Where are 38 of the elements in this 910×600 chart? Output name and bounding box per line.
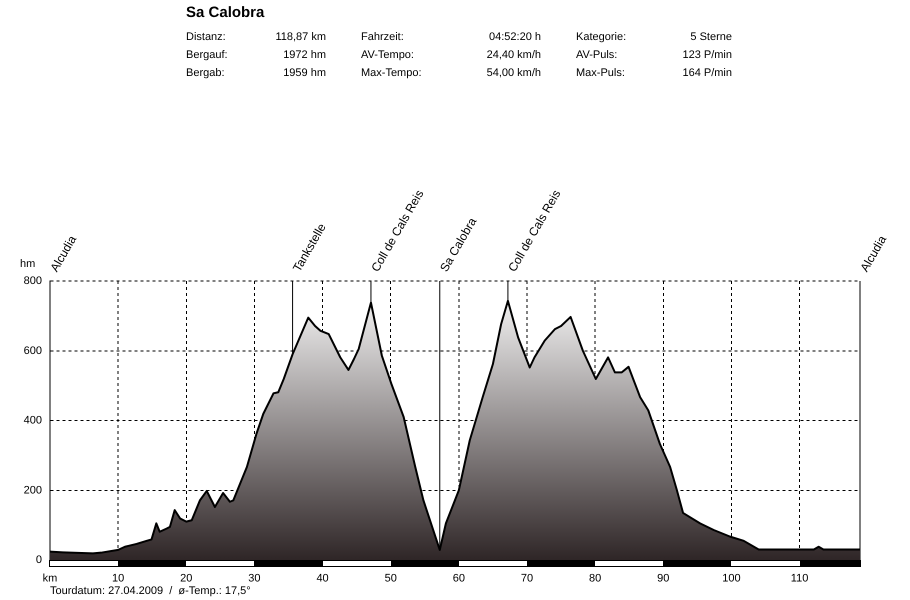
text: AV-Puls: — [576, 48, 618, 62]
text: Kategorie: — [576, 30, 628, 44]
text: Fahrzeit: — [361, 30, 405, 44]
text: 1959 hm — [282, 66, 326, 80]
text: AV-Tempo: — [361, 48, 415, 62]
x-tick-label: 100 — [722, 572, 741, 585]
text: Max-Tempo: — [361, 66, 423, 80]
x-tick-label: km — [42, 572, 58, 585]
x-tick-label: 40 — [316, 572, 329, 585]
text: Bergab: — [186, 66, 226, 80]
y-tick-label: 200 — [24, 484, 42, 496]
text: Distanz: — [186, 30, 227, 44]
x-tick-label: 30 — [248, 572, 261, 585]
text: 54,00 km/h — [486, 66, 541, 80]
y-tick-label: 600 — [24, 344, 42, 357]
y-tick-label: 800 — [24, 275, 42, 288]
x-tick-label: 90 — [657, 572, 670, 585]
text: Bergauf: — [186, 48, 229, 62]
chart-title: Sa Calobra — [186, 4, 264, 21]
text: Max-Puls: — [576, 66, 626, 80]
text: 04:52:20 h — [488, 30, 541, 44]
text: 118,87 km — [274, 30, 326, 44]
text: 1972 hm — [282, 48, 326, 62]
text: 123 P/min — [681, 48, 732, 62]
x-tick-label: 20 — [180, 572, 192, 585]
text: 24,40 km/h — [486, 48, 541, 62]
x-tick-label: 60 — [452, 572, 465, 585]
text: 5 Sterne — [689, 30, 732, 44]
y-tick-label: 400 — [24, 414, 42, 427]
y-axis-title: hm — [20, 258, 36, 270]
x-tick-label: 70 — [520, 572, 534, 585]
x-tick-label: 50 — [384, 572, 397, 585]
text: Tourdatum: 27.04.2009 / ø-Temp.: 17,5° — [50, 585, 251, 597]
x-tick-label: 80 — [589, 572, 602, 585]
x-tick-label: 10 — [112, 572, 124, 585]
y-tick-label: 0 — [36, 554, 42, 566]
text: 164 P/min — [681, 66, 732, 80]
x-tick-label: 110 — [790, 572, 808, 585]
